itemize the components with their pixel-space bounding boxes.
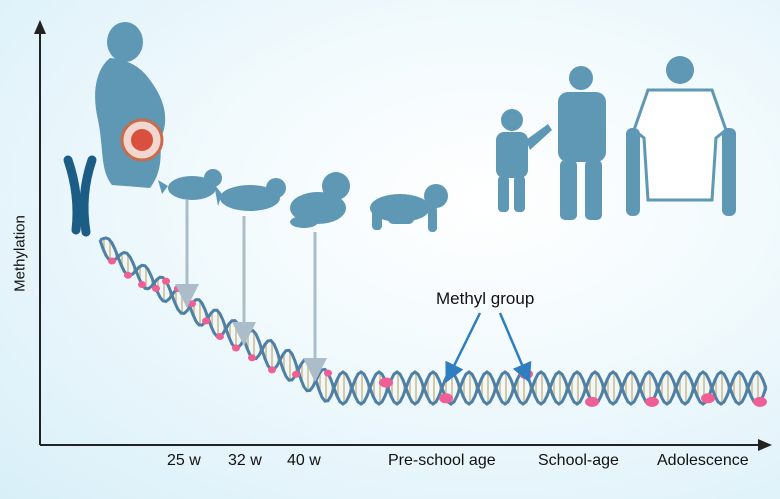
methyl-group-mark: [519, 369, 533, 380]
methyl-group-mark: [292, 370, 300, 378]
x-tick-40w: 40 w: [287, 452, 321, 469]
methyl-group-mark: [753, 396, 767, 407]
methyl-group-mark: [216, 333, 224, 340]
methyl-group-mark: [645, 396, 659, 407]
x-tick-adolescence: Adolescence: [657, 452, 749, 469]
fetus-25w-silhouette: [158, 169, 222, 200]
crawling-baby-silhouette: [370, 184, 448, 232]
methyl-group-label: Methyl group: [436, 289, 535, 308]
methyl-group-mark: [138, 281, 146, 288]
methyl-group-mark: [248, 354, 256, 362]
axes: [34, 20, 772, 451]
methyl-group-mark: [324, 369, 332, 377]
pointer-left: [445, 312, 482, 383]
methyl-group-mark: [268, 366, 276, 374]
x-tick-preschool: Pre-school age: [388, 452, 496, 469]
newborn-silhouette: [290, 172, 350, 228]
timepoint-arrows: [175, 200, 327, 382]
fetus-32w-silhouette: [214, 178, 286, 211]
toddler-silhouette: [496, 109, 552, 212]
methyl-group-mark: [188, 300, 196, 308]
adolescent-silhouette: [626, 56, 736, 216]
dna-strand-b: [99, 236, 768, 406]
x-tick-32w: 32 w: [228, 452, 262, 469]
x-tick-25w: 25 w: [167, 452, 201, 469]
x-axis-arrow: [758, 439, 772, 451]
methyl-group-pointers: [445, 312, 532, 384]
methyl-group-mark: [162, 277, 170, 285]
y-axis-arrow: [34, 20, 46, 34]
child-silhouette: [558, 66, 606, 220]
dna-helix: [98, 236, 768, 407]
dna-strand-a: [98, 239, 768, 406]
y-axis-label: Methylation: [11, 215, 29, 292]
methyl-group-mark: [701, 393, 715, 404]
x-tick-school-age: School-age: [538, 452, 619, 469]
methyl-group-mark: [379, 377, 393, 388]
methyl-group-mark: [174, 285, 182, 293]
pointer-right: [498, 312, 532, 384]
chromosome-icon: [63, 155, 97, 237]
methyl-group-mark: [108, 257, 116, 265]
methyl-group-mark: [585, 396, 599, 407]
methyl-group-mark: [124, 271, 132, 279]
methyl-group-mark: [232, 344, 240, 352]
methyl-group-mark: [152, 285, 160, 292]
methyl-group-mark: [439, 393, 453, 404]
methyl-group-mark: [202, 317, 210, 325]
pregnant-woman-silhouette: [95, 22, 166, 188]
